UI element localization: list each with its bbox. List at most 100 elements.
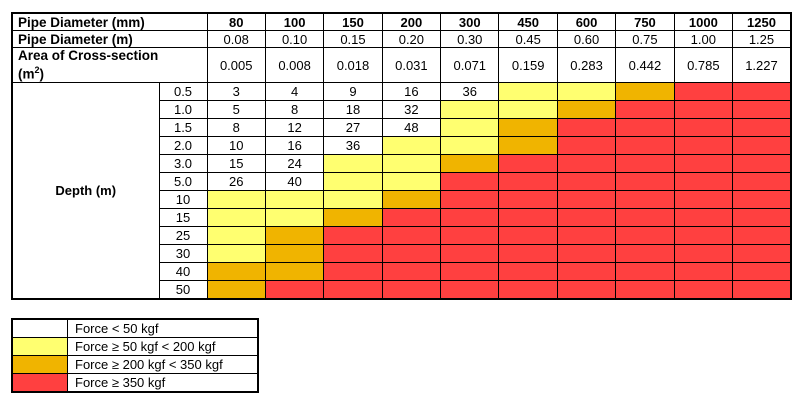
force-cell: [732, 154, 792, 173]
force-cell: [264, 226, 325, 245]
force-value-cell: 48: [381, 118, 442, 137]
force-cell: [673, 262, 734, 281]
force-value-cell: 8: [264, 100, 325, 119]
force-cell: [732, 226, 792, 245]
legend-item: Force ≥ 200 kgf < 350 kgf: [11, 355, 259, 374]
diameters-m-cell: 0.15: [323, 30, 383, 48]
force-cell: [615, 190, 675, 209]
depth-value: 3.0: [158, 154, 208, 173]
force-value-cell: 26: [206, 172, 266, 191]
force-cell: [673, 118, 734, 137]
force-cell: [732, 100, 792, 119]
force-cell: [498, 244, 558, 263]
diameters-m-cell: 1.00: [673, 30, 734, 48]
force-cell: [556, 280, 617, 300]
force-cell: [673, 208, 734, 227]
diameters-mm-cell: 1000: [673, 12, 734, 31]
force-cell: [556, 190, 617, 209]
depth-value: 5.0: [158, 172, 208, 191]
force-cell: [264, 190, 325, 209]
force-cell: [381, 190, 442, 209]
force-value-cell: 24: [264, 154, 325, 173]
force-value-cell: 16: [381, 82, 442, 101]
force-cell: [381, 262, 442, 281]
force-cell: [673, 226, 734, 245]
force-value-cell: 18: [323, 100, 383, 119]
force-cell: [264, 262, 325, 281]
force-cell: [732, 280, 792, 300]
force-cell: [498, 118, 558, 137]
force-cell: [732, 190, 792, 209]
force-cell: [673, 244, 734, 263]
force-cell: [440, 226, 500, 245]
force-cell: [206, 208, 266, 227]
force-cell: [440, 244, 500, 263]
force-value-cell: 3: [206, 82, 266, 101]
force-cell: [440, 208, 500, 227]
force-cell: [556, 262, 617, 281]
force-value-cell: 16: [264, 136, 325, 155]
areas-cell: 0.031: [381, 47, 442, 83]
force-cell: [615, 280, 675, 300]
force-cell: [381, 208, 442, 227]
force-cell: [498, 262, 558, 281]
force-cell: [556, 208, 617, 227]
force-cell: [440, 100, 500, 119]
force-cell: [323, 190, 383, 209]
area-label: Area of Cross-section (m2): [11, 47, 208, 83]
force-cell: [615, 136, 675, 155]
areas-cell: 0.071: [440, 47, 500, 83]
areas-cell: 0.283: [556, 47, 617, 83]
force-value-cell: 15: [206, 154, 266, 173]
header-row-area: Area of Cross-section (m2) 0.005 0.008 0.01…: [11, 47, 792, 83]
areas-cell: 0.008: [264, 47, 325, 83]
force-cell: [556, 226, 617, 245]
legend-label: Force ≥ 350 kgf: [67, 373, 259, 393]
force-cell: [498, 154, 558, 173]
force-cell: [498, 226, 558, 245]
force-cell: [206, 262, 266, 281]
depth-value: 25: [158, 226, 208, 245]
force-value-cell: 9: [323, 82, 383, 101]
areas-cell: 0.442: [615, 47, 675, 83]
areas-cell: 1.227: [732, 47, 792, 83]
diameters-m-cell: 1.25: [732, 30, 792, 48]
force-cell: [206, 226, 266, 245]
force-cell: [615, 82, 675, 101]
force-cell: [615, 262, 675, 281]
force-value-cell: 10: [206, 136, 266, 155]
legend-item: Force ≥ 50 kgf < 200 kgf: [11, 337, 259, 356]
depth-value: 1.5: [158, 118, 208, 137]
legend: Force < 50 kgf Force ≥ 50 kgf < 200 kgf Fo…: [11, 318, 259, 393]
diameters-mm-cell: 150: [323, 12, 383, 31]
table-row: 1.5 8 12 27 48: [12, 118, 792, 137]
diameters-m-cell: 0.08: [206, 30, 266, 48]
table-row: Depth (m) 0.5 3 4 9 16 36: [11, 82, 792, 300]
table-row: 40: [12, 262, 792, 281]
legend-label: Force < 50 kgf: [67, 318, 259, 338]
areas-cell: 0.159: [498, 47, 558, 83]
table-row: 15: [12, 208, 792, 227]
force-cell: [323, 226, 383, 245]
legend-swatch: [11, 373, 68, 393]
force-value-cell: 36: [323, 136, 383, 155]
force-table: Pipe Diameter (mm) 80 100 150 200 300 450 600 7…: [11, 12, 792, 300]
force-cell: [615, 244, 675, 263]
diameter-m-label: Pipe Diameter (m): [11, 30, 208, 48]
diameters-m-cell: 0.20: [381, 30, 442, 48]
force-cell: [498, 280, 558, 300]
depth-value: 50: [158, 280, 208, 300]
force-cell: [440, 172, 500, 191]
force-cell: [615, 172, 675, 191]
force-cell: [323, 208, 383, 227]
diameters-mm-cell: 600: [556, 12, 617, 31]
force-value-cell: 40: [264, 172, 325, 191]
depth-value: 10: [158, 190, 208, 209]
force-cell: [615, 226, 675, 245]
force-cell: [323, 262, 383, 281]
force-cell: [615, 208, 675, 227]
areas-cell: 0.785: [673, 47, 734, 83]
force-cell: [440, 262, 500, 281]
depth-label: Depth (m): [11, 82, 160, 300]
force-cell: [732, 136, 792, 155]
